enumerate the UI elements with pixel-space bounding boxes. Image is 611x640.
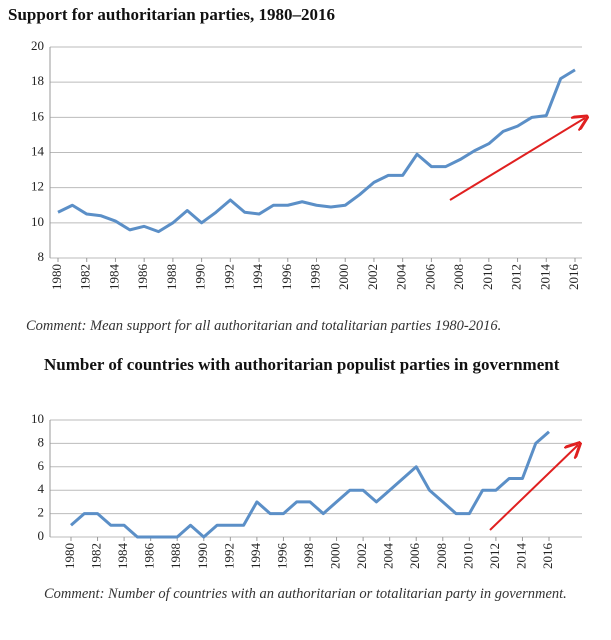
y-tick-label: 8: [38, 249, 45, 264]
x-tick-label: 1980: [49, 264, 64, 290]
x-tick-label: 2016: [540, 543, 555, 570]
y-tick-label: 2: [38, 505, 45, 520]
x-tick-label: 2012: [487, 543, 502, 569]
x-tick-label: 2014: [537, 264, 552, 291]
x-tick-label: 2006: [407, 543, 422, 570]
x-tick-label: 2006: [422, 264, 437, 291]
y-tick-label: 8: [38, 434, 45, 449]
x-tick-label: 2010: [460, 543, 475, 569]
x-tick-label: 1992: [221, 264, 236, 290]
y-tick-label: 4: [38, 481, 45, 496]
chart-title: Support for authoritarian parties, 1980–…: [8, 5, 335, 24]
x-tick-label: 2000: [336, 264, 351, 290]
chart-title: Number of countries with authoritarian p…: [44, 355, 560, 374]
x-tick-label: 2000: [328, 543, 343, 569]
x-tick-label: 1990: [193, 264, 208, 290]
x-tick-label: 1990: [195, 543, 210, 569]
y-tick-label: 20: [31, 38, 44, 53]
x-tick-label: 2004: [381, 543, 396, 570]
x-tick-label: 1984: [115, 543, 130, 570]
x-tick-label: 1988: [164, 264, 179, 290]
x-tick-label: 1982: [78, 264, 93, 290]
x-tick-label: 1998: [301, 543, 316, 569]
x-tick-label: 2008: [434, 543, 449, 569]
x-tick-label: 2004: [394, 264, 409, 291]
y-tick-label: 18: [31, 73, 44, 88]
comment: Comment: Mean support for all authoritar…: [26, 318, 502, 334]
y-tick-label: 12: [31, 179, 44, 194]
y-tick-label: 10: [31, 214, 44, 229]
x-tick-label: 1994: [250, 264, 265, 291]
x-tick-label: 1980: [62, 543, 77, 569]
y-tick-label: 6: [38, 458, 45, 473]
y-tick-label: 10: [31, 411, 44, 426]
x-tick-label: 1982: [89, 543, 104, 569]
x-tick-label: 1992: [221, 543, 236, 569]
x-tick-label: 1996: [274, 543, 289, 570]
x-tick-label: 1986: [135, 264, 150, 291]
x-tick-label: 2012: [509, 264, 524, 290]
y-tick-label: 16: [31, 108, 45, 123]
x-tick-label: 2008: [451, 264, 466, 290]
x-tick-label: 1996: [279, 264, 294, 291]
y-tick-label: 14: [31, 143, 45, 158]
x-tick-label: 2002: [365, 264, 380, 290]
x-tick-label: 1988: [168, 543, 183, 569]
x-tick-label: 1984: [106, 264, 121, 291]
x-tick-label: 1998: [307, 264, 322, 290]
x-tick-label: 2002: [354, 543, 369, 569]
y-tick-label: 0: [38, 528, 45, 543]
x-tick-label: 2016: [566, 264, 581, 291]
x-tick-label: 1986: [142, 543, 157, 570]
x-tick-label: 2014: [513, 543, 528, 570]
comment: Comment: Number of countries with an aut…: [44, 586, 567, 602]
x-tick-label: 1994: [248, 543, 263, 570]
trend-arrow: [489, 445, 578, 531]
data-line: [70, 430, 550, 539]
data-line: [57, 68, 576, 234]
trend-arrow: [449, 118, 585, 201]
x-tick-label: 2010: [480, 264, 495, 290]
